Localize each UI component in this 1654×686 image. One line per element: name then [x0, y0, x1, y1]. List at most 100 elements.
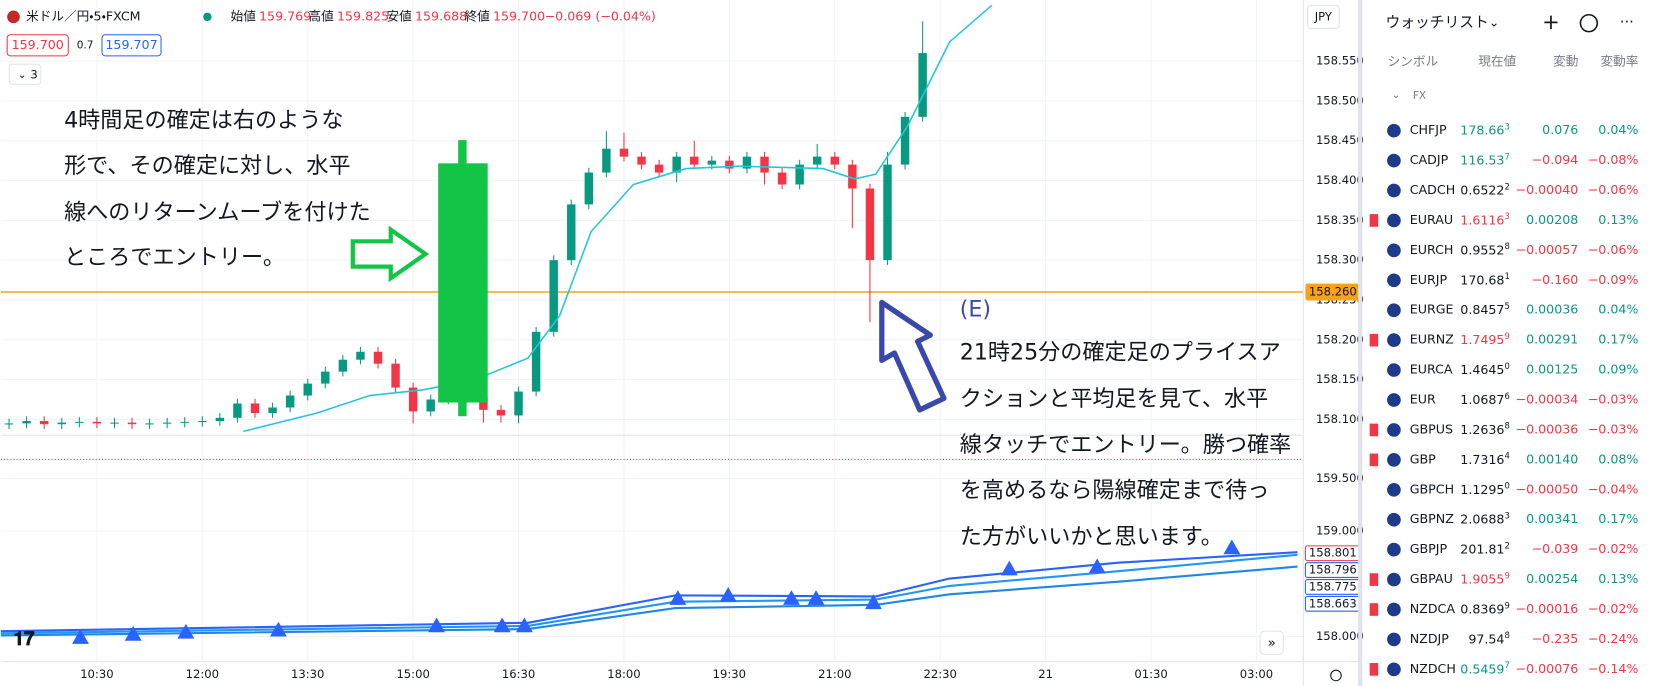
symbol[interactable]: EURCH: [1410, 242, 1454, 257]
symbol[interactable]: EURGE: [1410, 302, 1454, 317]
candle-body: [813, 156, 822, 165]
change-percent: 0.04%: [1598, 302, 1638, 317]
annotation-line: 形で、その確定に対し、水平: [64, 153, 351, 179]
watchlist-menu[interactable]: ⌄: [1489, 15, 1500, 30]
candle-body: [373, 351, 383, 364]
candle-body: [900, 116, 910, 165]
indicators-toggle[interactable]: [8, 63, 42, 85]
group-name[interactable]: FX: [1413, 90, 1426, 102]
add-symbol[interactable]: +: [1542, 9, 1560, 34]
change: 0.076: [1542, 122, 1578, 137]
price-main: 1.0687: [1460, 392, 1504, 407]
symbol[interactable]: GBPAU: [1410, 571, 1453, 586]
signal-marker: [807, 590, 825, 605]
group-chevron[interactable]: ⌄: [1392, 89, 1401, 101]
signal-marker: [493, 617, 511, 633]
change-percent: 0.13%: [1598, 212, 1638, 227]
column-header[interactable]: 変動率: [1601, 54, 1639, 69]
symbol[interactable]: EURCA: [1410, 362, 1453, 377]
watchlist-title[interactable]: ウォッチリスト: [1385, 14, 1488, 31]
column-header[interactable]: 現在値: [1478, 54, 1516, 69]
price[interactable]: 0.54597: [1460, 660, 1510, 676]
symbol[interactable]: GBPUS: [1410, 421, 1453, 436]
more-button[interactable]: ···: [1620, 14, 1634, 31]
price[interactable]: 1.12950: [1460, 480, 1510, 496]
price[interactable]: 178.663: [1460, 121, 1510, 137]
chart-icon[interactable]: [1579, 13, 1599, 33]
symbol[interactable]: CHFJP: [1410, 122, 1447, 137]
watchlist-rows: CHFJP 178.663 0.076 0.04%CADJP 116.537 −0.094…: [1369, 121, 1639, 678]
row-flag: [1369, 573, 1379, 586]
candle-body: [162, 422, 172, 424]
change-percent: −0.04%: [1588, 481, 1639, 496]
bid[interactable]: 159.700: [12, 37, 64, 52]
column-header[interactable]: 変動: [1553, 54, 1578, 69]
symbol[interactable]: GBP: [1410, 451, 1436, 466]
price[interactable]: 0.95528: [1460, 241, 1510, 257]
price[interactable]: 1.73164: [1460, 450, 1510, 466]
price[interactable]: 0.83699: [1460, 600, 1510, 616]
settings-icon[interactable]: [1330, 669, 1342, 682]
candle-body: [883, 164, 892, 261]
price[interactable]: 1.06876: [1460, 390, 1510, 406]
price[interactable]: 116.537: [1460, 151, 1510, 167]
price-main: 116.53: [1460, 152, 1504, 167]
change: −0.00050: [1516, 481, 1579, 496]
currency-button[interactable]: [1306, 4, 1340, 29]
price[interactable]: 2.06883: [1460, 510, 1510, 526]
candle-body: [760, 156, 769, 173]
symbol[interactable]: CADCH: [1410, 182, 1455, 197]
sell-button[interactable]: [6, 34, 69, 57]
currency[interactable]: JPY: [1314, 9, 1333, 23]
signal-marker: [72, 629, 89, 644]
symbol[interactable]: GBPCH: [1410, 481, 1454, 496]
symbol[interactable]: CADJP: [1410, 152, 1449, 167]
symbol[interactable]: EURNZ: [1410, 332, 1454, 347]
price[interactable]: 1.46450: [1460, 360, 1510, 376]
symbol[interactable]: GBPJP: [1410, 541, 1448, 556]
symbol[interactable]: NZDCH: [1410, 661, 1456, 676]
drawings: 4時間足の確定は右のような 形で、その確定に対し、水平 線へのリターンムーブを付…: [64, 108, 1291, 550]
price[interactable]: 0.84575: [1460, 301, 1510, 317]
price[interactable]: 97.548: [1468, 630, 1510, 646]
symbol[interactable]: NZDCA: [1410, 601, 1456, 616]
price[interactable]: 170.681: [1460, 271, 1510, 287]
price[interactable]: 1.61163: [1460, 211, 1510, 227]
change: 0.00291: [1526, 332, 1578, 347]
change-percent: −0.02%: [1588, 541, 1639, 556]
candle-body: [865, 188, 875, 261]
price-main: 170.68: [1460, 272, 1504, 287]
price[interactable]: 1.26368: [1460, 420, 1510, 436]
symbol[interactable]: EURJP: [1410, 272, 1448, 287]
symbol[interactable]: GBPNZ: [1410, 511, 1455, 526]
symbol[interactable]: 米ドル／円・5・FXCM: [26, 8, 140, 23]
ask[interactable]: 159.707: [105, 37, 157, 52]
price[interactable]: 0.65222: [1460, 181, 1510, 197]
candle-body: [338, 359, 348, 372]
candle-body: [479, 397, 488, 410]
buy-button[interactable]: [101, 34, 162, 57]
candle-body: [233, 403, 242, 418]
signal-marker: [1088, 558, 1106, 574]
candle-body: [777, 172, 787, 185]
annotation-line: 線タッチでエントリー。勝つ確率: [960, 432, 1291, 458]
candle-body: [198, 421, 207, 423]
price[interactable]: 1.90559: [1460, 570, 1510, 586]
price[interactable]: 201.812: [1460, 540, 1510, 556]
x-tick-label: 15:00: [396, 667, 429, 681]
symbol-icon: [1386, 481, 1402, 498]
symbol[interactable]: EUR: [1410, 392, 1436, 407]
y-tick-label: 158.100: [1316, 412, 1364, 426]
symbol-icon: [1386, 212, 1402, 229]
symbol[interactable]: EURAU: [1410, 212, 1453, 227]
high-label: 高値: [309, 8, 335, 23]
column-header[interactable]: シンボル: [1388, 54, 1439, 69]
price-pip: 2: [1504, 540, 1509, 550]
scroll-button[interactable]: [1259, 630, 1284, 655]
candle-body: [549, 260, 558, 332]
price[interactable]: 1.74959: [1460, 330, 1510, 346]
candle-body: [918, 53, 927, 117]
price-main: 1.7316: [1460, 451, 1504, 466]
candle-body: [795, 164, 804, 185]
symbol[interactable]: NZDJP: [1410, 631, 1450, 646]
